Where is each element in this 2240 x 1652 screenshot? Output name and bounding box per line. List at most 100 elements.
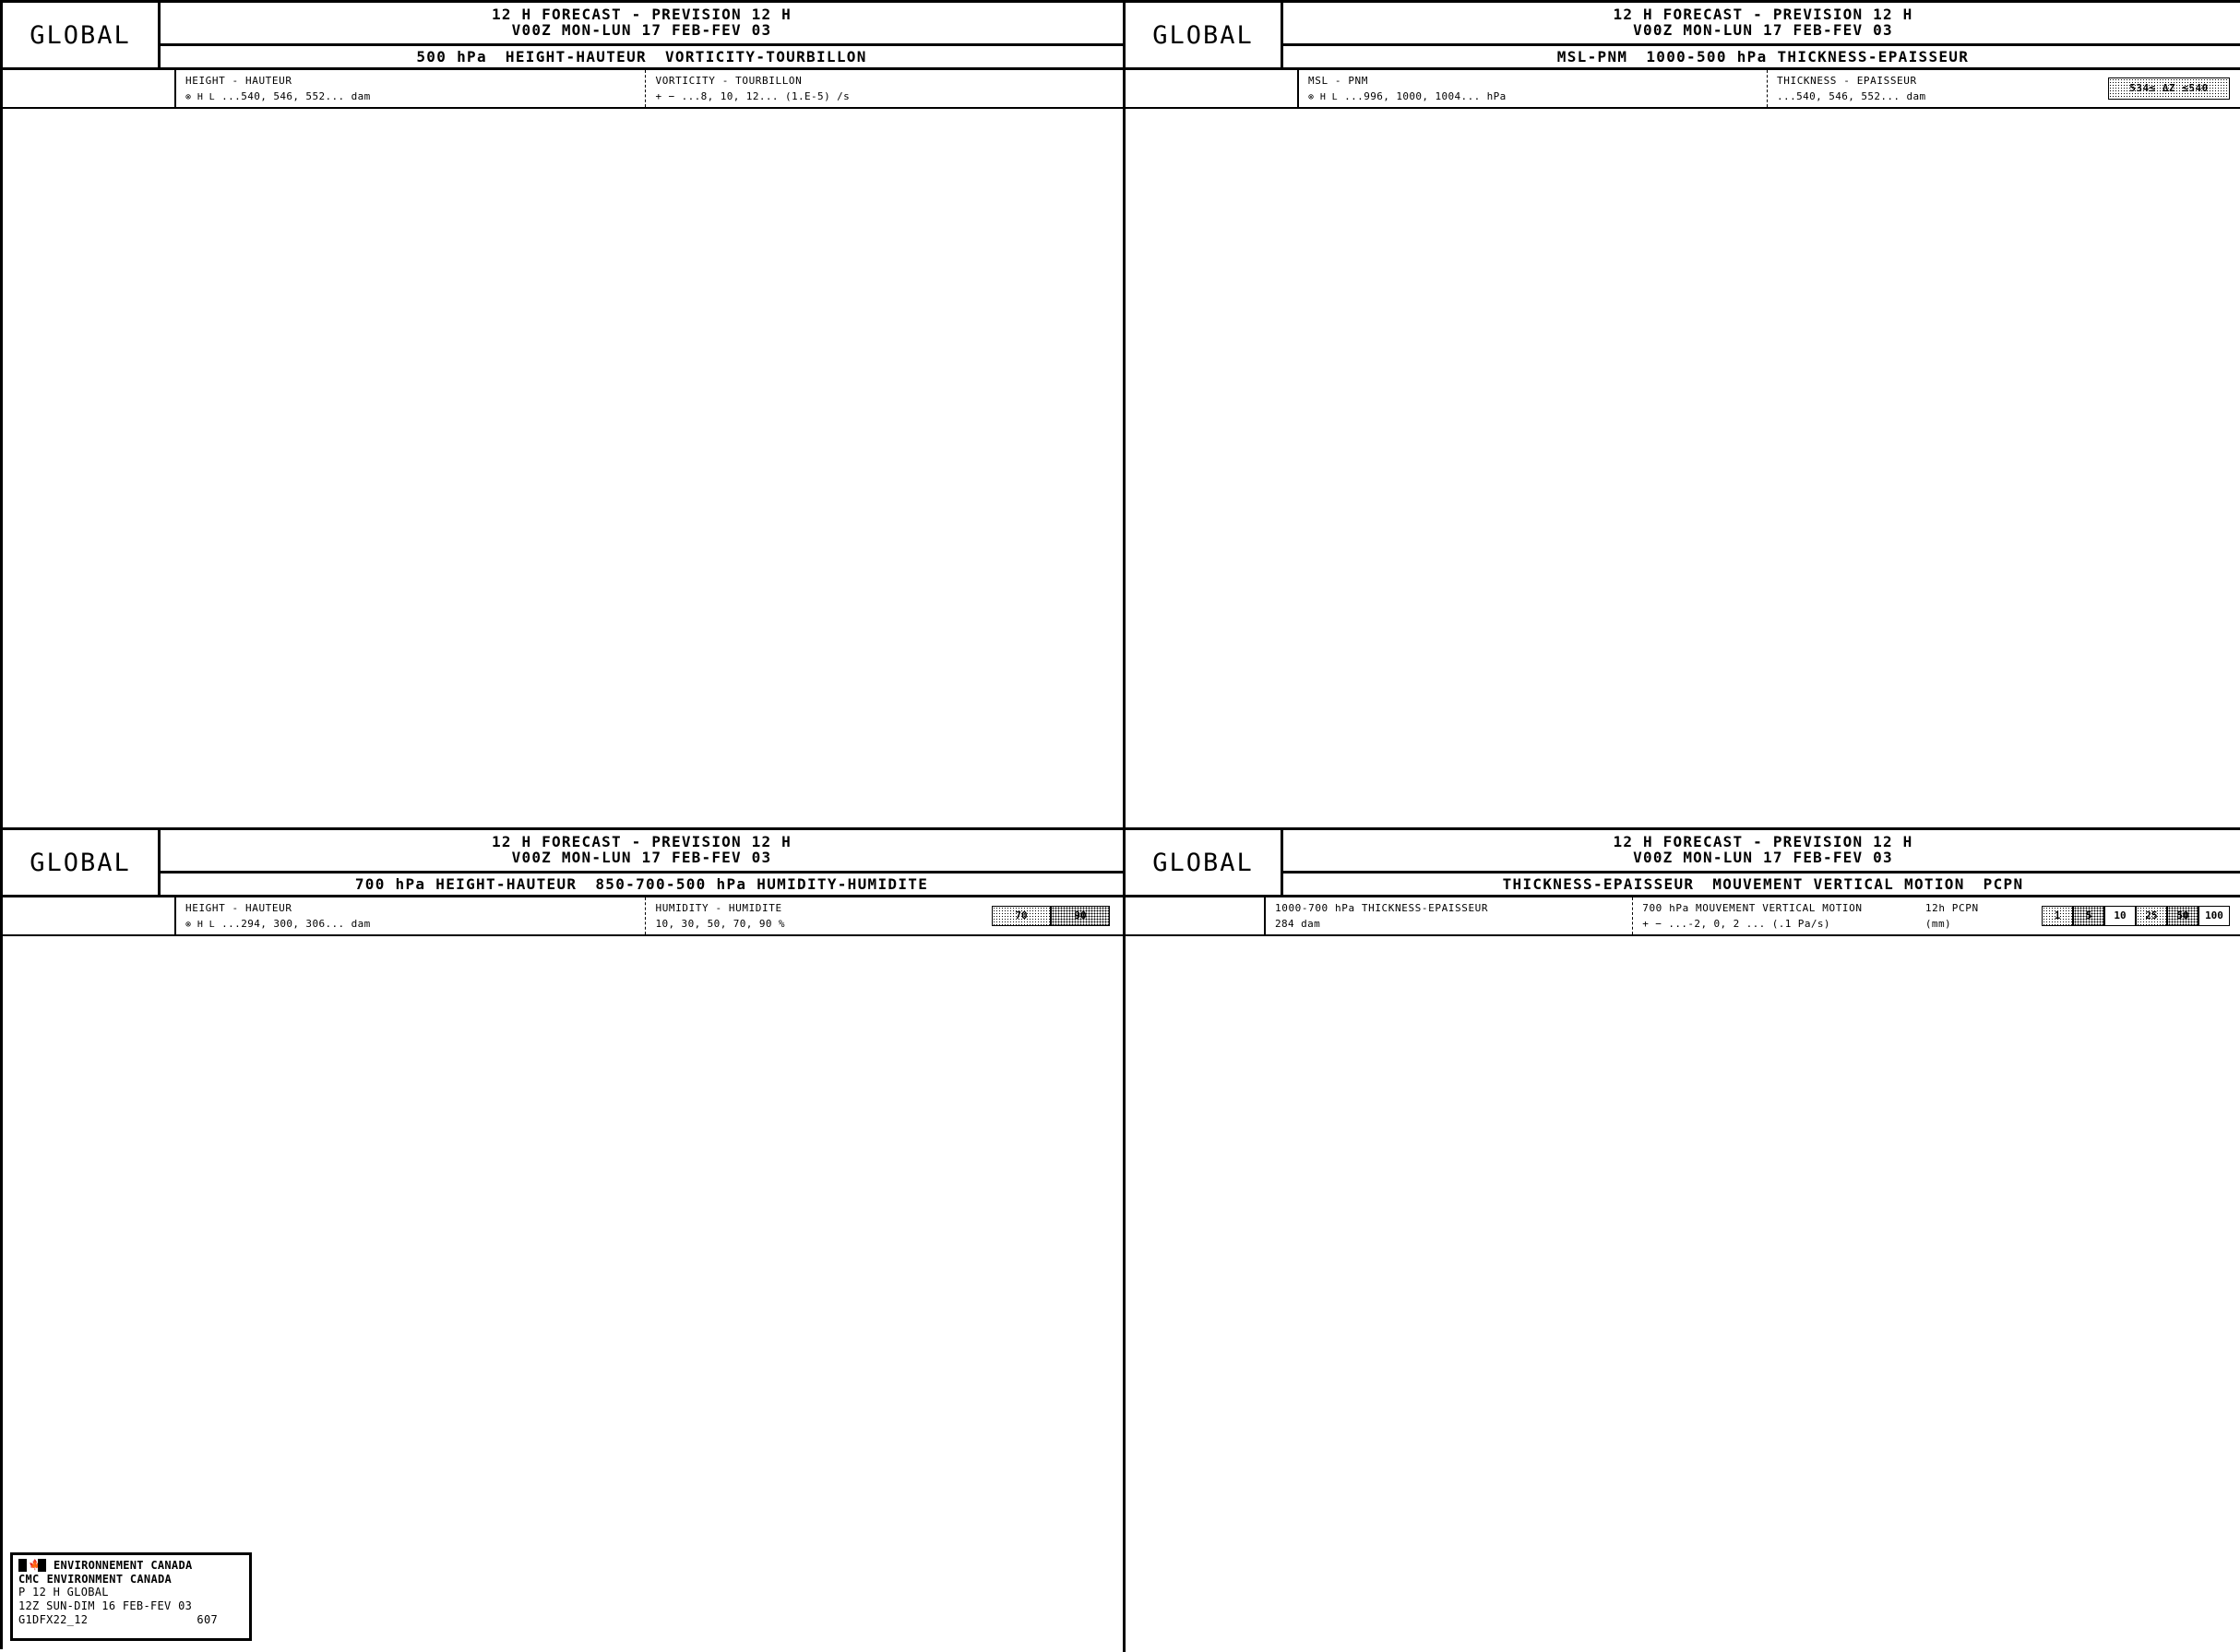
center-symbols: ⊗ H L [1308,91,1339,102]
subtitle-part-2: PCPN [1983,875,2024,893]
panel-subtitle: 500 hPa HEIGHT-HAUTEUR VORTICITY-TOURBIL… [161,46,1123,67]
legend-field-secondary: HUMIDITY - HUMIDITE 10, 30, 50, 70, 90 %… [646,897,1123,934]
agency-name-fr: ENVIRONNEMENT CANADA [54,1559,193,1572]
legend-spacer [1126,897,1264,934]
legend-field-secondary: VORTICITY - TOURBILLON + − ...8, 10, 12.… [646,70,1123,107]
subtitle-part-1: 850-700-500 hPa HUMIDITY-HUMIDITE [595,875,929,893]
panel-subtitle: THICKNESS-EPAISSEUR MOUVEMENT VERTICAL M… [1283,874,2240,895]
legend-spacer [1126,70,1297,107]
panel-subtitle: 700 hPa HEIGHT-HAUTEUR 850-700-500 hPa H… [161,874,1123,895]
legend-secondary-name: THICKNESS - EPAISSEUR [1777,74,1917,87]
legend-secondary-values: + − ...8, 10, 12... (1.E-5) /s [655,89,1117,104]
legend-primary-interval: ...540, 546, 552... dam [221,89,371,102]
valid-time-line: V00Z MON-LUN 17 FEB-FEV 03 [1633,849,1893,866]
legend-field-primary: 1000-700 hPa THICKNESS-EPAISSEUR 284 dam [1266,897,1634,934]
legend-secondary-name: HUMIDITY - HUMIDITE [655,901,782,914]
legend-field-secondary: 700 hPa MOUVEMENT VERTICAL MOTION + − ..… [1633,897,2240,934]
legend-primary-name: MSL - PNM [1308,74,1369,87]
subtitle-part-1: 1000-500 hPa THICKNESS-EPAISSEUR [1646,48,1970,65]
panel-thickness-vertical-motion-pcpn: GLOBAL 12 H FORECAST - PREVISION 12 H V0… [1123,827,2240,1652]
forecast-title-line1: 12 H FORECAST - PREVISION 12 H [1613,6,1913,24]
subtitle-part-1: HEIGHT-HAUTEUR [505,48,647,65]
pcpn-legend-units: (mm) [1924,918,1951,930]
subtitle-part-0: 500 hPa [416,48,487,65]
legend-secondary-interval: ...8, 10, 12... (1.E-5) /s [681,90,851,102]
pcpn-scale: 1 5 10 25 50 100 [2042,906,2237,926]
pcpn-swatch-25: 25 [2136,906,2167,926]
pcpn-swatch-5: 5 [2073,906,2104,926]
subtitle-part-0: 700 hPa HEIGHT-HAUTEUR [354,875,578,893]
humidity-swatch-70: 70 [992,906,1051,926]
subtitle-part-2: VORTICITY-TOURBILLON [664,48,867,65]
canada-flag-icon: 🍁 [18,1559,46,1573]
legend-primary-interval: ...996, 1000, 1004... hPa [1344,89,1507,102]
valid-time-line: V00Z MON-LUN 17 FEB-FEV 03 [511,21,772,39]
sequence-number: 607 [197,1612,218,1626]
legend-primary-values: ⊗ H L ...540, 546, 552... dam [185,89,639,105]
global-label: GLOBAL [3,830,161,895]
legend-field-secondary: THICKNESS - EPAISSEUR ...540, 546, 552..… [1768,70,2240,107]
forecast-title-line1: 12 H FORECAST - PREVISION 12 H [1613,833,1913,851]
panel-legend: 1000-700 hPa THICKNESS-EPAISSEUR 284 dam… [1126,897,2240,936]
thickness-band-label: 534≤ ΔZ ≤540 [2108,77,2230,100]
panel-subtitle: MSL-PNM 1000-500 hPa THICKNESS-EPAISSEUR [1283,46,2240,67]
subtitle-part-0: MSL-PNM [1556,48,1628,65]
legend-spacer [3,897,174,934]
legend-field-primary: MSL - PNM ⊗ H L ...996, 1000, 1004... hP… [1299,70,1769,107]
pcpn-legend-title: 12h PCPN [1924,901,1979,914]
legend-primary-name: 1000-700 hPa THICKNESS-EPAISSEUR [1275,901,1489,914]
panel-500hpa: GLOBAL 12 H FORECAST - PREVISION 12 H V0… [3,3,1123,827]
legend-secondary-name: VORTICITY - TOURBILLON [655,74,803,87]
valid-time-line: V00Z MON-LUN 17 FEB-FEV 03 [1633,21,1893,39]
agency-name-en: ENVIRONMENT CANADA [46,1572,173,1586]
legend-field-primary: HEIGHT - HAUTEUR ⊗ H L ...540, 546, 552.… [176,70,647,107]
legend-secondary-name: 700 hPa MOUVEMENT VERTICAL MOTION [1642,901,1863,914]
panel-header: GLOBAL 12 H FORECAST - PREVISION 12 H V0… [3,3,1123,70]
valid-time-line: V00Z MON-LUN 17 FEB-FEV 03 [511,849,772,866]
center-symbols: ⊗ H L [185,919,216,930]
legend-field-primary: HEIGHT - HAUTEUR ⊗ H L ...294, 300, 306.… [176,897,647,934]
humidity-swatch-90: 90 [1051,906,1110,926]
panel-legend: HEIGHT - HAUTEUR ⊗ H L ...540, 546, 552.… [3,70,1123,109]
forecast-title-line1: 12 H FORECAST - PREVISION 12 H [492,833,792,851]
legend-secondary-interval: 10, 30, 50, 70, 90 % [655,918,785,930]
pcpn-swatch-100: 100 [2198,906,2230,926]
panel-legend: MSL - PNM ⊗ H L ...996, 1000, 1004... hP… [1126,70,2240,109]
pcpn-swatch-10: 10 [2104,906,2136,926]
legend-primary-interval: ...294, 300, 306... dam [221,917,371,930]
humidity-scale: 70 90 [992,906,1117,926]
thickness-band-swatch: 534≤ ΔZ ≤540 [2108,77,2237,100]
agency-footer: 🍁 ENVIRONNEMENT CANADA CMC ENVIRONMENT C… [10,1552,252,1641]
run-timestamp: 12Z SUN-DIM 16 FEB-FEV 03 [18,1599,193,1612]
cmc-label: CMC [18,1572,40,1586]
panel-header: GLOBAL 12 H FORECAST - PREVISION 12 H V0… [1126,3,2240,70]
bulletin-id: G1DFX22_12 [18,1612,89,1626]
sign-symbols: + − [655,90,675,102]
product-id: P 12 H GLOBAL [18,1586,109,1599]
legend-primary-interval: 284 dam [1275,918,1321,930]
pcpn-swatch-1: 1 [2042,906,2073,926]
legend-secondary-values: + − ...-2, 0, 2 ... (.1 Pa/s) [1642,916,1862,932]
legend-primary-values: ⊗ H L ...294, 300, 306... dam [185,916,639,933]
global-label: GLOBAL [3,3,161,67]
global-label: GLOBAL [1126,830,1283,895]
panel-700hpa-humidity: GLOBAL 12 H FORECAST - PREVISION 12 H V0… [3,827,1123,1652]
center-symbols: ⊗ H L [185,91,216,102]
legend-secondary-interval: ...-2, 0, 2 ... (.1 Pa/s) [1668,918,1830,930]
panel-msl-thickness: GLOBAL 12 H FORECAST - PREVISION 12 H V0… [1123,3,2240,827]
panel-legend: HEIGHT - HAUTEUR ⊗ H L ...294, 300, 306.… [3,897,1123,936]
legend-primary-name: HEIGHT - HAUTEUR [185,74,292,87]
legend-secondary-interval: ...540, 546, 552... dam [1777,90,1926,102]
global-label: GLOBAL [1126,3,1283,67]
forecast-title-line1: 12 H FORECAST - PREVISION 12 H [492,6,792,24]
panel-header: GLOBAL 12 H FORECAST - PREVISION 12 H V0… [1126,830,2240,897]
panel-header: GLOBAL 12 H FORECAST - PREVISION 12 H V0… [3,830,1123,897]
subtitle-part-0: THICKNESS-EPAISSEUR [1502,875,1695,893]
legend-primary-values: ⊗ H L ...996, 1000, 1004... hPa [1308,89,1761,105]
pcpn-swatch-50: 50 [2167,906,2198,926]
subtitle-part-1: MOUVEMENT VERTICAL MOTION [1712,875,1965,893]
legend-spacer [3,70,174,107]
sign-symbols: + − [1642,918,1662,930]
legend-primary-name: HEIGHT - HAUTEUR [185,901,292,914]
